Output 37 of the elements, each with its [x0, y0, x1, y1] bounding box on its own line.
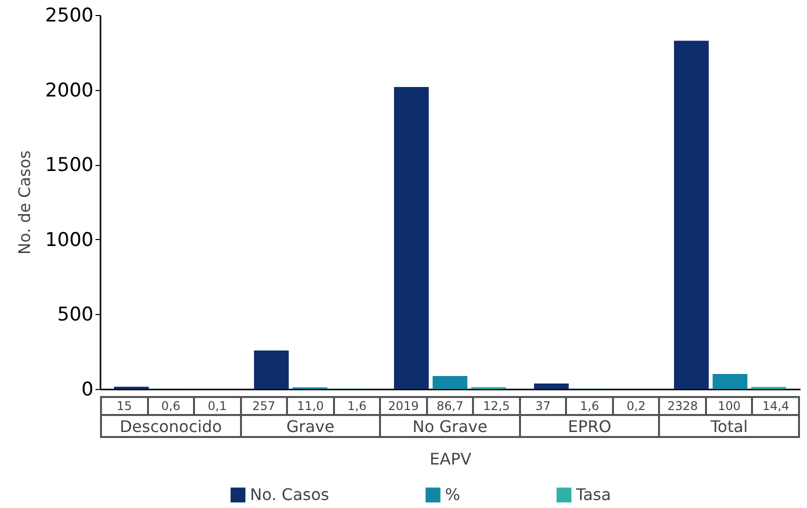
data-label: 15 — [101, 397, 148, 415]
y-tick-label: 1000 — [45, 228, 94, 251]
x-tick-label: No Grave — [380, 415, 520, 437]
legend-label: Tasa — [575, 485, 612, 504]
data-label: 100 — [706, 397, 752, 415]
data-label: 2019 — [380, 397, 427, 415]
bar — [674, 40, 709, 389]
y-tick-label: 1500 — [45, 154, 94, 176]
legend-label: % — [445, 485, 460, 504]
data-label: 2328 — [659, 397, 706, 415]
bar — [432, 376, 468, 389]
bar — [534, 383, 569, 389]
legend-label: No. Casos — [250, 485, 330, 504]
y-tick-label: 0 — [81, 378, 94, 400]
x-axis-title: EAPV — [430, 450, 472, 468]
data-label: 1,6 — [566, 397, 613, 415]
data-label: 1,6 — [334, 397, 380, 415]
y-tick-label: 2000 — [45, 79, 94, 102]
x-tick-label: Desconocido — [101, 415, 241, 437]
data-label: 14,4 — [752, 397, 799, 415]
data-label: 257 — [240, 397, 288, 415]
y-tick-label: 500 — [57, 304, 94, 326]
y-axis-title: No. de Casos — [15, 150, 34, 255]
data-label: 11,0 — [287, 397, 334, 415]
data-label: 0,2 — [612, 397, 660, 415]
x-tick-label: Grave — [240, 415, 380, 437]
x-tick-label: EPRO — [520, 415, 660, 437]
bar — [712, 374, 748, 389]
data-label: 37 — [520, 397, 566, 415]
x-tick-label: Total — [659, 415, 799, 437]
bar — [394, 86, 429, 389]
data-label: 12,5 — [473, 397, 520, 415]
data-label: 0,1 — [194, 397, 241, 415]
data-label: 86,7 — [426, 397, 474, 415]
data-label: 0,6 — [148, 397, 194, 415]
y-tick-label: 2500 — [45, 4, 94, 26]
bar — [254, 350, 289, 389]
